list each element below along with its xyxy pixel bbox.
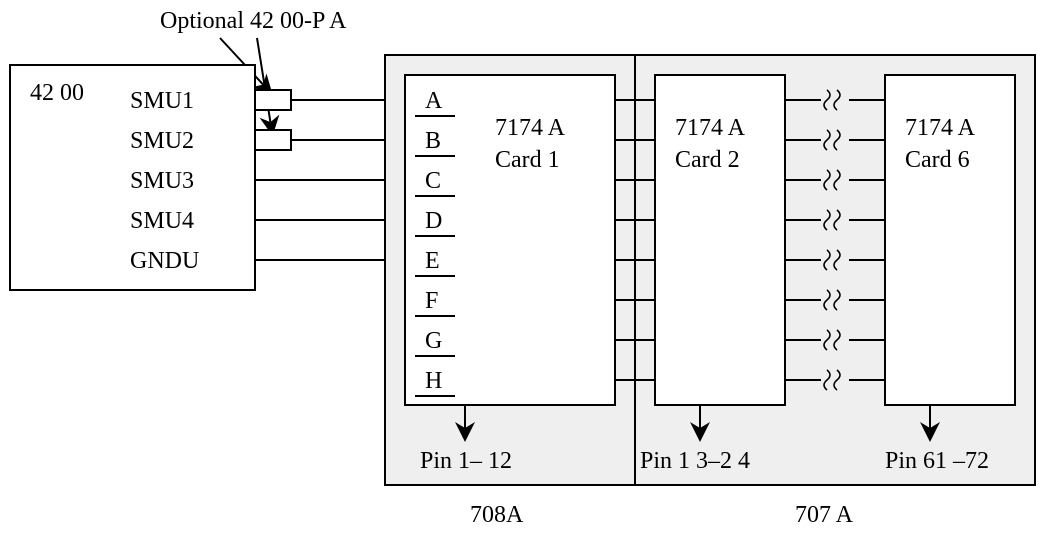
card1-row-F: F xyxy=(425,288,438,314)
smu-label-GNDU: GNDU xyxy=(130,248,199,274)
card-2-title2: Card 2 xyxy=(675,147,740,173)
card1-row-H: H xyxy=(425,368,442,394)
annotation-arrow-1 xyxy=(257,38,272,132)
card1-row-B: B xyxy=(425,128,441,154)
card1-row-E: E xyxy=(425,248,440,274)
smu-label-SMU2: SMU2 xyxy=(130,128,194,154)
card-6-title2: Card 6 xyxy=(905,147,970,173)
label-708a: 708A xyxy=(470,502,524,528)
annotation-optional-pa: Optional 42 00-P A xyxy=(160,8,347,34)
card1-row-A: A xyxy=(425,88,443,114)
smu-label-SMU3: SMU3 xyxy=(130,168,194,194)
smu-label-SMU4: SMU4 xyxy=(130,208,194,234)
card-1-title2: Card 1 xyxy=(495,147,560,173)
block-4200-title: 42 00 xyxy=(30,80,84,106)
card-6-title1: 7174 A xyxy=(905,115,976,141)
card1-row-D: D xyxy=(425,208,442,234)
card2-pin-label: Pin 1 3–2 4 xyxy=(640,448,750,474)
label-707a: 707 A xyxy=(795,502,854,528)
card1-pin-label: Pin 1– 12 xyxy=(420,448,512,474)
card1-row-C: C xyxy=(425,168,441,194)
preamp-SMU1 xyxy=(255,90,291,110)
card6-pin-label: Pin 61 –72 xyxy=(885,448,989,474)
preamp-SMU2 xyxy=(255,130,291,150)
card-2-title1: 7174 A xyxy=(675,115,746,141)
card1-row-G: G xyxy=(425,328,442,354)
card-1-title1: 7174 A xyxy=(495,115,566,141)
smu-label-SMU1: SMU1 xyxy=(130,88,194,114)
